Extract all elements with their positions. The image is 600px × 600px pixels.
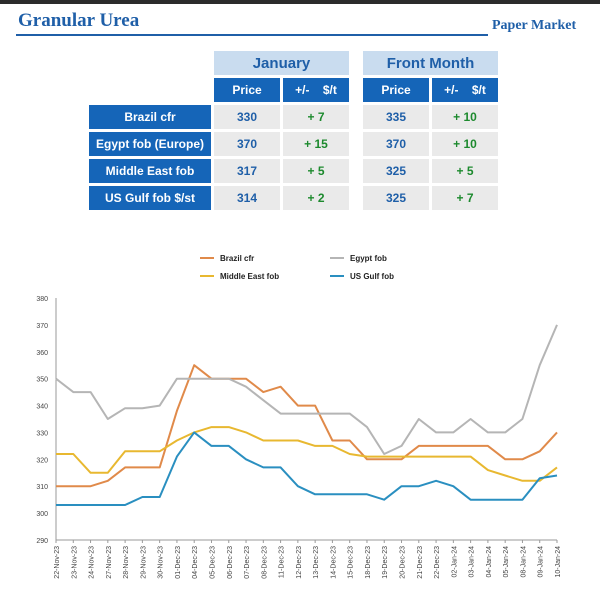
row-label: US Gulf fob $/st	[89, 186, 211, 210]
x-tick-label: 09-Jan-24	[538, 546, 545, 578]
fm-change: + 10	[432, 132, 498, 156]
group-header-january: January	[214, 51, 349, 75]
x-tick-label: 06-Dec-23	[227, 546, 234, 579]
x-tick-label: 19-Dec-23	[382, 546, 389, 579]
x-tick-label: 05-Dec-23	[209, 546, 216, 579]
row-label: Brazil cfr	[89, 105, 211, 129]
jan-change: + 5	[283, 159, 349, 183]
fm-change: + 7	[432, 186, 498, 210]
x-tick-label: 08-Jan-24	[520, 546, 527, 578]
x-tick-label: 29-Nov-23	[140, 546, 147, 579]
page-subtitle: Paper Market	[492, 18, 577, 33]
price-table: January Front Month Price +/- $/t Price …	[86, 48, 501, 213]
fm-price: 370	[363, 132, 429, 156]
x-tick-label: 10-Jan-24	[555, 546, 562, 578]
x-tick-label: 28-Nov-23	[123, 546, 130, 579]
x-tick-label: 13-Dec-23	[313, 546, 320, 579]
x-tick-label: 24-Nov-23	[89, 546, 96, 579]
series-line-egypt-fob	[55, 324, 558, 455]
series-line-brazil-cfr	[56, 364, 558, 488]
legend-label: Egypt fob	[350, 254, 387, 263]
x-tick-label: 18-Dec-23	[365, 546, 372, 579]
table-row: Egypt fob (Europe) 370 + 15 370 + 10	[89, 132, 498, 156]
x-tick-label: 21-Dec-23	[417, 546, 424, 579]
column-gap	[352, 132, 360, 156]
x-tick-label: 27-Nov-23	[106, 546, 113, 579]
top-strip	[0, 0, 600, 4]
x-tick-label: 30-Nov-23	[158, 546, 165, 579]
y-tick-label: 300	[36, 511, 48, 518]
x-tick-label: 04-Jan-24	[486, 546, 493, 578]
y-tick-label: 340	[36, 404, 48, 411]
table-corner	[89, 78, 211, 102]
x-tick-label: 23-Nov-23	[71, 546, 78, 579]
col-header-price: Price	[363, 78, 429, 102]
jan-price: 314	[214, 186, 280, 210]
price-line-chart: 290 300 310 320 330 340 350 360 370 380 22-Nov-23 2…	[36, 254, 562, 579]
x-tick-label: 12-Dec-23	[296, 546, 303, 579]
column-gap	[352, 51, 360, 75]
legend-label: US Gulf fob	[350, 272, 394, 281]
x-tick-label: 07-Dec-23	[244, 546, 251, 579]
y-tick-label: 290	[36, 538, 48, 545]
column-gap	[352, 78, 360, 102]
x-tick-label: 20-Dec-23	[400, 546, 407, 579]
x-tick-label: 11-Dec-23	[279, 546, 286, 578]
y-tick-label: 350	[36, 377, 48, 384]
y-tick-label: 370	[36, 323, 48, 330]
y-tick-label: 360	[36, 350, 48, 357]
x-tick-label: 22-Nov-23	[54, 546, 61, 579]
series-line-us-gulf-fob	[56, 431, 558, 506]
table-row: Middle East fob 317 + 5 325 + 5	[89, 159, 498, 183]
jan-price: 330	[214, 105, 280, 129]
jan-change: + 7	[283, 105, 349, 129]
x-tick-label: 15-Dec-23	[348, 546, 355, 579]
header: Granular Urea Paper Market	[0, 4, 600, 44]
fm-price: 325	[363, 186, 429, 210]
x-tick-label: 04-Dec-23	[192, 546, 199, 579]
col-header-change: +/- $/t	[283, 78, 349, 102]
fm-change: + 10	[432, 105, 498, 129]
series-line-middle-east-fob	[56, 426, 558, 482]
x-tick-label: 22-Dec-23	[434, 546, 441, 579]
table-row: Brazil cfr 330 + 7 335 + 10	[89, 105, 498, 129]
legend-label: Brazil cfr	[220, 254, 254, 263]
x-tick-label: 03-Jan-24	[469, 546, 476, 578]
jan-price: 370	[214, 132, 280, 156]
y-tick-label: 330	[36, 430, 48, 437]
column-gap	[352, 186, 360, 210]
page-title: Granular Urea	[18, 10, 140, 31]
fm-price: 325	[363, 159, 429, 183]
table-group-row: January Front Month	[89, 51, 498, 75]
x-tick-label: 02-Jan-24	[451, 546, 458, 578]
column-gap	[352, 159, 360, 183]
fm-change: + 5	[432, 159, 498, 183]
jan-change: + 15	[283, 132, 349, 156]
table-corner	[89, 51, 211, 75]
x-tick-label: 01-Dec-23	[175, 546, 182, 579]
legend-label: Middle East fob	[220, 272, 279, 281]
y-tick-label: 320	[36, 457, 48, 464]
row-label: Egypt fob (Europe)	[89, 132, 211, 156]
title-rule	[16, 34, 488, 36]
x-tick-label: 14-Dec-23	[330, 546, 337, 579]
jan-change: + 2	[283, 186, 349, 210]
group-header-front-month: Front Month	[363, 51, 498, 75]
x-tick-label: 08-Dec-23	[261, 546, 268, 579]
y-tick-label: 310	[36, 484, 48, 491]
fm-price: 335	[363, 105, 429, 129]
table-row: US Gulf fob $/st 314 + 2 325 + 7	[89, 186, 498, 210]
jan-price: 317	[214, 159, 280, 183]
col-header-price: Price	[214, 78, 280, 102]
column-gap	[352, 105, 360, 129]
table-subheader-row: Price +/- $/t Price +/- $/t	[89, 78, 498, 102]
row-label: Middle East fob	[89, 159, 211, 183]
y-tick-label: 380	[36, 296, 48, 303]
x-tick-label: 05-Jan-24	[503, 546, 510, 578]
col-header-change: +/- $/t	[432, 78, 498, 102]
